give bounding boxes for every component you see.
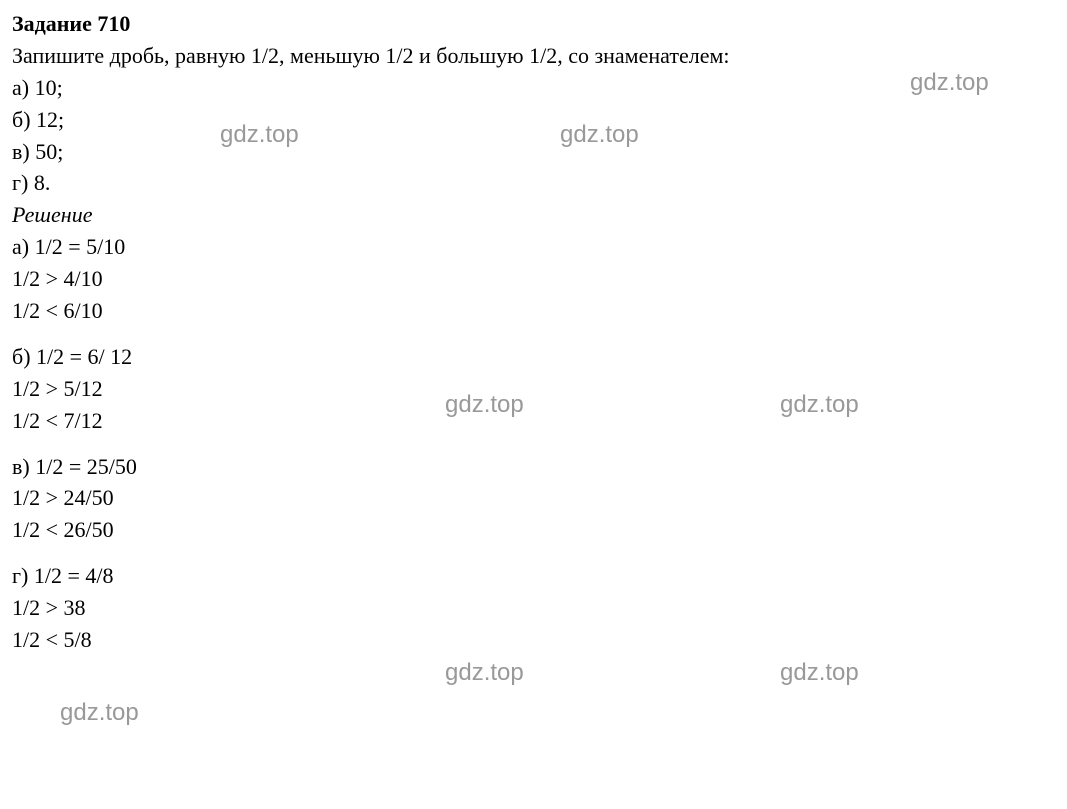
solution-a-lt: 1/2 < 6/10 [12,295,1055,327]
problem-statement: Запишите дробь, равную 1/2, меньшую 1/2 … [12,40,1055,72]
solution-d-eq: г) 1/2 = 4/8 [12,560,1055,592]
problem-item-c: в) 50; [12,136,1055,168]
solution-b-gt: 1/2 > 5/12 [12,373,1055,405]
task-title: Задание 710 [12,8,1055,40]
solution-a-eq: а) 1/2 = 5/10 [12,231,1055,263]
solution-d-gt: 1/2 > 38 [12,592,1055,624]
problem-item-d: г) 8. [12,167,1055,199]
solution-c-gt: 1/2 > 24/50 [12,482,1055,514]
watermark: gdz.top [60,696,139,731]
problem-item-a: а) 10; [12,72,1055,104]
solution-a-gt: 1/2 > 4/10 [12,263,1055,295]
watermark: gdz.top [445,656,524,691]
solution-label: Решение [12,199,1055,231]
solution-c-eq: в) 1/2 = 25/50 [12,451,1055,483]
solution-b-lt: 1/2 < 7/12 [12,405,1055,437]
solution-c-lt: 1/2 < 26/50 [12,514,1055,546]
watermark: gdz.top [780,656,859,691]
solution-b-eq: б) 1/2 = 6/ 12 [12,341,1055,373]
solution-d-lt: 1/2 < 5/8 [12,624,1055,656]
problem-item-b: б) 12; [12,104,1055,136]
